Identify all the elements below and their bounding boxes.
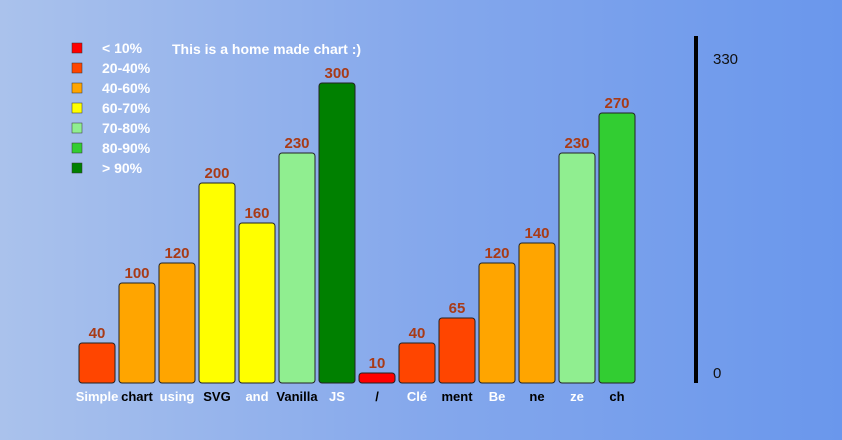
category-label-3: SVG <box>203 389 230 404</box>
category-label-6: JS <box>329 389 345 404</box>
bar-2 <box>158 262 196 384</box>
bar-4 <box>238 222 276 384</box>
bar-13 <box>598 112 636 384</box>
value-label-0: 40 <box>89 325 106 342</box>
y-tick-label-min: 0 <box>713 365 721 382</box>
category-label-11: ne <box>529 389 544 404</box>
legend-label-5: 80-90% <box>102 140 151 156</box>
category-label-2: using <box>160 389 195 404</box>
value-label-6: 300 <box>324 65 349 82</box>
value-label-7: 10 <box>369 355 386 372</box>
legend-swatch-5 <box>71 142 83 154</box>
value-label-13: 270 <box>604 95 629 112</box>
category-labels-group: Simple chart using SVG and Vanilla JS / Clé ment B… <box>76 389 625 404</box>
legend-swatch-1 <box>71 62 83 74</box>
bar-3 <box>198 182 236 384</box>
value-label-1: 100 <box>124 265 149 282</box>
category-label-1: chart <box>121 389 153 404</box>
bar-8 <box>398 342 436 384</box>
category-label-13: ch <box>609 389 624 404</box>
legend-label-6: > 90% <box>102 160 143 176</box>
bar-0 <box>78 342 116 384</box>
y-tick-label-max: 330 <box>713 51 738 68</box>
legend-label-3: 60-70% <box>102 100 151 116</box>
legend-label-2: 40-60% <box>102 80 151 96</box>
legend-swatch-2 <box>71 82 83 94</box>
value-label-9: 65 <box>449 300 466 317</box>
legend-label-1: 20-40% <box>102 60 151 76</box>
value-label-3: 200 <box>204 165 229 182</box>
legend-swatch-4 <box>71 122 83 134</box>
bar-1 <box>118 282 156 384</box>
bars-group <box>78 82 636 384</box>
category-label-10: Be <box>489 389 506 404</box>
category-label-12: ze <box>570 389 584 404</box>
legend-label-4: 70-80% <box>102 120 151 136</box>
bar-11 <box>518 242 556 384</box>
bar-6 <box>318 82 356 384</box>
value-label-8: 40 <box>409 325 426 342</box>
value-labels-group: 40 100 120 200 160 230 300 10 40 65 120 140 230 270 <box>89 65 630 372</box>
chart-title: This is a home made chart :) <box>172 41 361 57</box>
category-label-0: Simple <box>76 389 119 404</box>
legend-swatch-3 <box>71 102 83 114</box>
bar-12 <box>558 152 596 384</box>
bar-5 <box>278 152 316 384</box>
bar-10 <box>478 262 516 384</box>
legend-swatch-0 <box>71 42 83 54</box>
value-label-2: 120 <box>164 245 189 262</box>
category-label-8: Clé <box>407 389 427 404</box>
value-label-11: 140 <box>524 225 549 242</box>
category-label-5: Vanilla <box>276 389 318 404</box>
value-label-4: 160 <box>244 205 269 222</box>
value-label-5: 230 <box>284 135 309 152</box>
legend-swatch-6 <box>71 162 83 174</box>
value-label-10: 120 <box>484 245 509 262</box>
bar-9 <box>438 317 476 384</box>
bar-7 <box>358 372 396 384</box>
legend-label-0: < 10% <box>102 40 143 56</box>
category-label-4: and <box>245 389 268 404</box>
category-label-7: / <box>375 389 379 404</box>
legend: < 10% 20-40% 40-60% 60-70% 70-80% 80-90% > 90% <box>71 40 151 176</box>
category-label-9: ment <box>441 389 473 404</box>
value-label-12: 230 <box>564 135 589 152</box>
